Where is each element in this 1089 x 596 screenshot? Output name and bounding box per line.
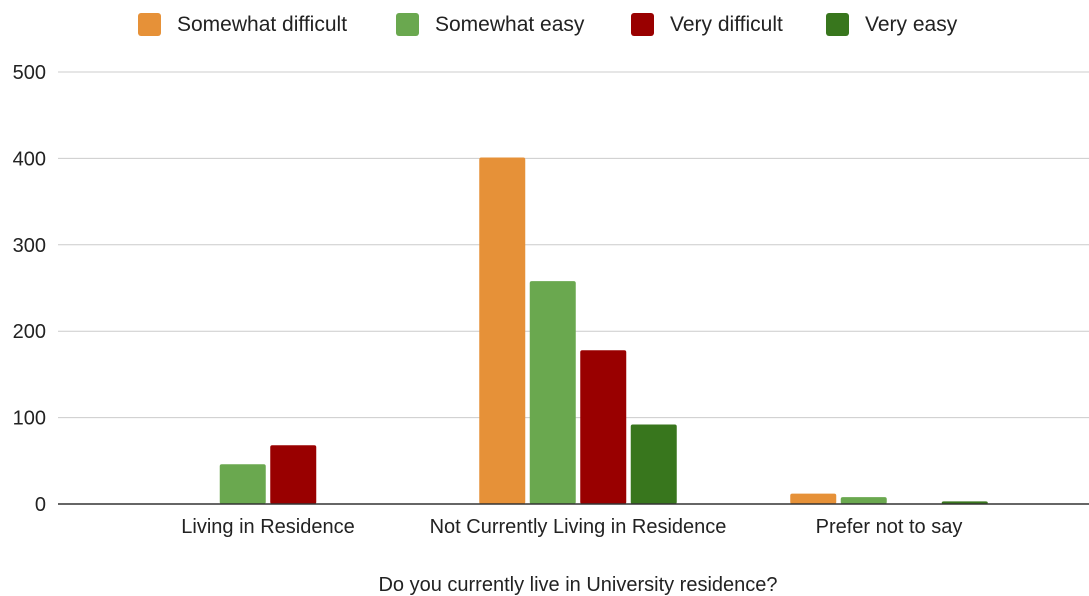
bar-somewhat-easy-living-in-residence [219,464,266,504]
bar-very-easy-not-currently-living-in-residence [630,424,677,504]
category-label-prefer-not-to-say: Prefer not to say [816,516,963,538]
y-tick-label-500: 500 [13,62,46,84]
legend-swatch-very-easy [826,13,849,36]
x-axis-category-labels: Living in Residence Not Currently Living … [181,516,962,538]
y-tick-label-400: 400 [13,148,46,170]
bar-somewhat-easy-prefer-not-to-say [840,497,887,504]
legend-label-somewhat-easy: Somewhat easy [435,13,585,36]
y-tick-label-0: 0 [35,494,46,516]
gridlines [58,71,1089,419]
bar-very-difficult-not-currently-living-in-residence [580,350,627,504]
bar-somewhat-difficult-not-currently-living-in-residence [479,157,526,504]
bar-somewhat-easy-not-currently-living-in-residence [529,281,576,504]
y-tick-label-100: 100 [13,408,46,430]
y-axis-tick-labels: 0 100 200 300 400 500 [13,62,46,516]
category-label-living-in-residence: Living in Residence [181,516,354,538]
legend-label-very-easy: Very easy [865,13,958,36]
bar-very-difficult-living-in-residence [270,445,317,504]
bar-somewhat-difficult-prefer-not-to-say [790,493,837,504]
y-tick-label-200: 200 [13,321,46,343]
category-label-not-currently-living-in-residence: Not Currently Living in Residence [430,516,727,538]
legend-swatch-somewhat-easy [396,13,419,36]
x-axis-title: Do you currently live in University resi… [378,574,777,596]
y-tick-label-300: 300 [13,235,46,257]
legend-label-very-difficult: Very difficult [670,13,783,36]
legend-swatch-very-difficult [631,13,654,36]
legend: Somewhat difficult Somewhat easy Very diff… [138,13,958,36]
bars [219,157,988,504]
legend-swatch-somewhat-difficult [138,13,161,36]
legend-label-somewhat-difficult: Somewhat difficult [177,13,347,36]
